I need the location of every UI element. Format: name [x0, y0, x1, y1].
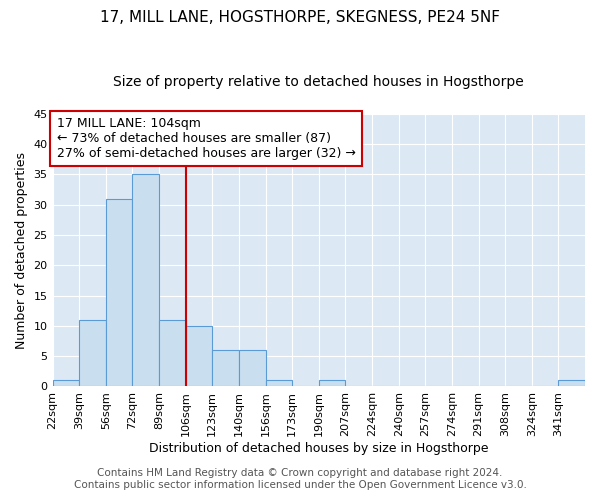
Bar — [106, 198, 133, 386]
Bar — [133, 174, 159, 386]
Text: 17 MILL LANE: 104sqm
← 73% of detached houses are smaller (87)
27% of semi-detac: 17 MILL LANE: 104sqm ← 73% of detached h… — [56, 117, 355, 160]
X-axis label: Distribution of detached houses by size in Hogsthorpe: Distribution of detached houses by size … — [149, 442, 488, 455]
Bar — [319, 380, 346, 386]
Bar — [79, 320, 106, 386]
Y-axis label: Number of detached properties: Number of detached properties — [15, 152, 28, 348]
Bar — [53, 380, 79, 386]
Bar — [559, 380, 585, 386]
Text: 17, MILL LANE, HOGSTHORPE, SKEGNESS, PE24 5NF: 17, MILL LANE, HOGSTHORPE, SKEGNESS, PE2… — [100, 10, 500, 25]
Bar — [212, 350, 239, 387]
Bar — [159, 320, 185, 386]
Text: Contains HM Land Registry data © Crown copyright and database right 2024.
Contai: Contains HM Land Registry data © Crown c… — [74, 468, 526, 490]
Bar — [239, 350, 266, 387]
Bar — [185, 326, 212, 386]
Title: Size of property relative to detached houses in Hogsthorpe: Size of property relative to detached ho… — [113, 75, 524, 89]
Bar — [266, 380, 292, 386]
